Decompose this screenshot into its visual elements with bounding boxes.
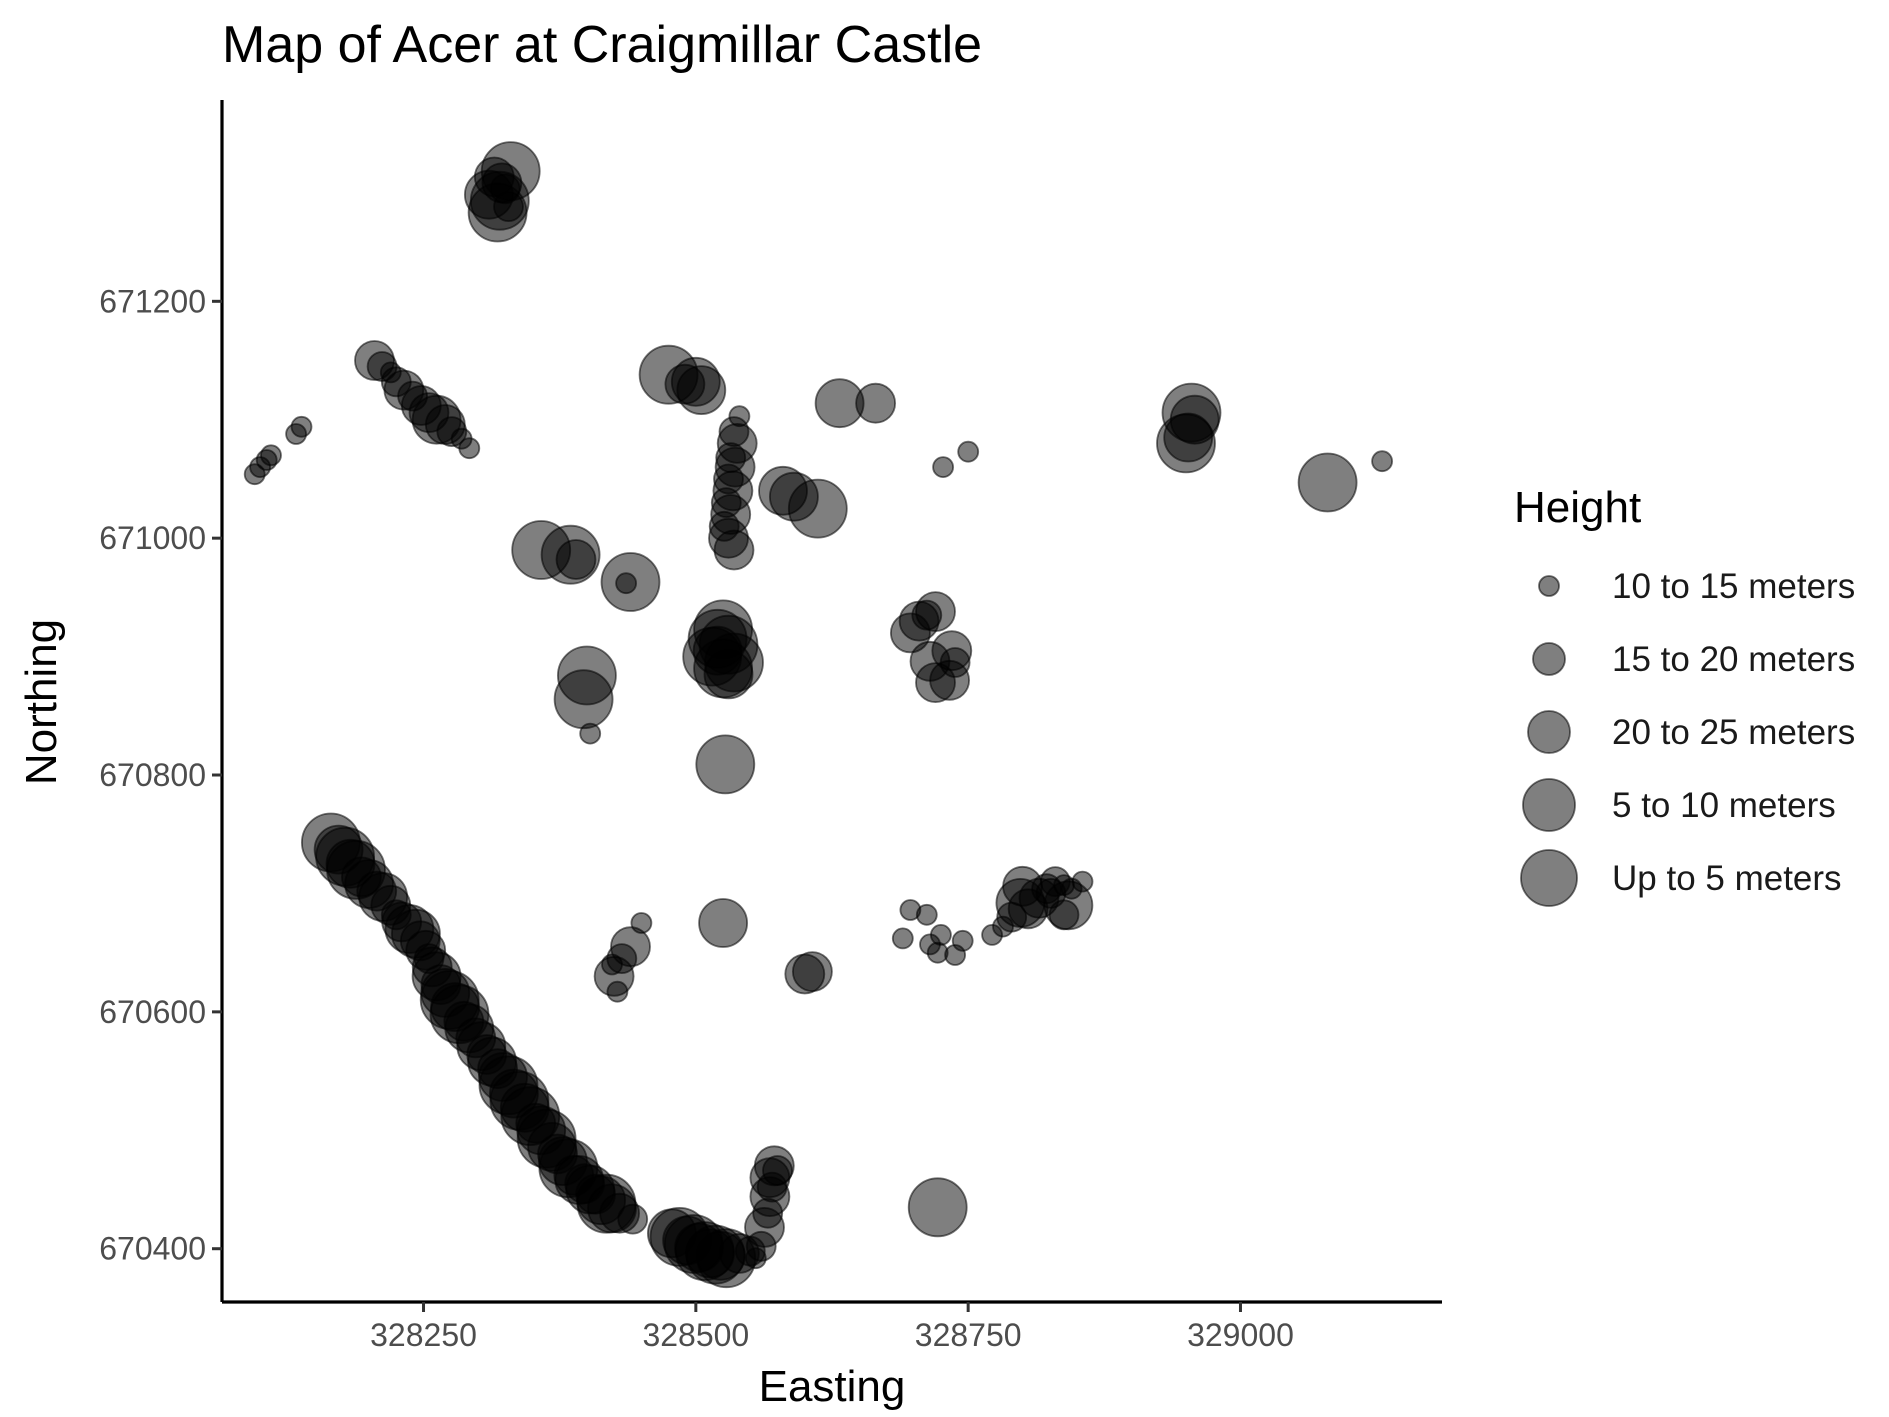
x-tick-label-3: 329000	[1187, 1317, 1294, 1353]
x-tick-label-0: 328250	[370, 1317, 477, 1353]
data-point-55	[1371, 450, 1393, 473]
data-point-189	[762, 1155, 793, 1186]
data-point-88	[606, 980, 629, 1003]
y-axis-ticks: 670400 670600 670800 671000 671200	[99, 283, 222, 1267]
data-point-63	[579, 722, 602, 745]
legend-key-0	[1538, 575, 1560, 597]
data-point-20	[458, 437, 481, 460]
data-point-95	[930, 924, 952, 946]
data-point-76	[915, 591, 956, 632]
y-axis-title: Northing	[17, 619, 66, 785]
x-axis-ticks: 328250 328500 328750 329000	[370, 1302, 1294, 1353]
legend-label-1: 15 to 20 meters	[1612, 640, 1855, 679]
data-point-98	[951, 929, 974, 952]
y-tick-label-4: 671200	[99, 283, 206, 319]
data-point-48	[932, 456, 954, 479]
legend-title: Height	[1514, 483, 1641, 532]
x-axis-title: Easting	[759, 1362, 906, 1411]
data-point-60	[615, 572, 637, 595]
data-point-49	[957, 440, 980, 463]
data-point-62	[553, 669, 614, 730]
data-point-24	[260, 444, 282, 467]
data-point-93	[891, 927, 914, 950]
legend-label-3: 5 to 10 meters	[1612, 786, 1836, 825]
chart-title: Map of Acer at Craigmillar Castle	[222, 16, 982, 74]
y-tick-label-3: 671000	[99, 520, 206, 556]
legend-key-2	[1527, 710, 1571, 754]
data-point-71	[703, 649, 754, 700]
data-point-113	[1035, 878, 1067, 909]
data-point-42	[713, 529, 755, 571]
y-tick-label-0: 670400	[99, 1231, 206, 1267]
y-tick-label-1: 670600	[99, 994, 206, 1030]
data-point-114	[907, 1177, 968, 1238]
data-points	[243, 141, 1393, 1289]
x-tick-label-2: 328750	[915, 1317, 1022, 1353]
data-point-47	[855, 382, 896, 424]
data-point-168	[617, 1203, 649, 1235]
data-point-26	[290, 415, 313, 438]
legend-key-4	[1520, 849, 1578, 907]
data-point-58	[555, 539, 597, 580]
x-tick-label-1: 328500	[642, 1317, 749, 1353]
legend-label-0: 10 to 15 meters	[1612, 567, 1855, 606]
data-point-54	[1297, 452, 1358, 513]
data-point-72	[695, 734, 756, 795]
data-point-90	[792, 951, 833, 992]
legend-label-2: 20 to 25 meters	[1612, 713, 1855, 752]
legend-key-3	[1522, 778, 1576, 832]
data-point-81	[929, 659, 970, 701]
data-point-30	[664, 363, 706, 405]
legend-label-4: Up to 5 meters	[1612, 859, 1842, 898]
legend-key-1	[1532, 642, 1566, 676]
data-point-92	[915, 903, 938, 926]
data-point-7	[481, 162, 523, 204]
data-point-82	[698, 898, 748, 948]
data-point-45	[787, 478, 848, 539]
y-tick-label-2: 670800	[99, 757, 206, 793]
data-point-53	[1156, 413, 1216, 474]
legend: 10 to 15 meters 15 to 20 meters 20 to 25 m…	[1520, 567, 1855, 907]
